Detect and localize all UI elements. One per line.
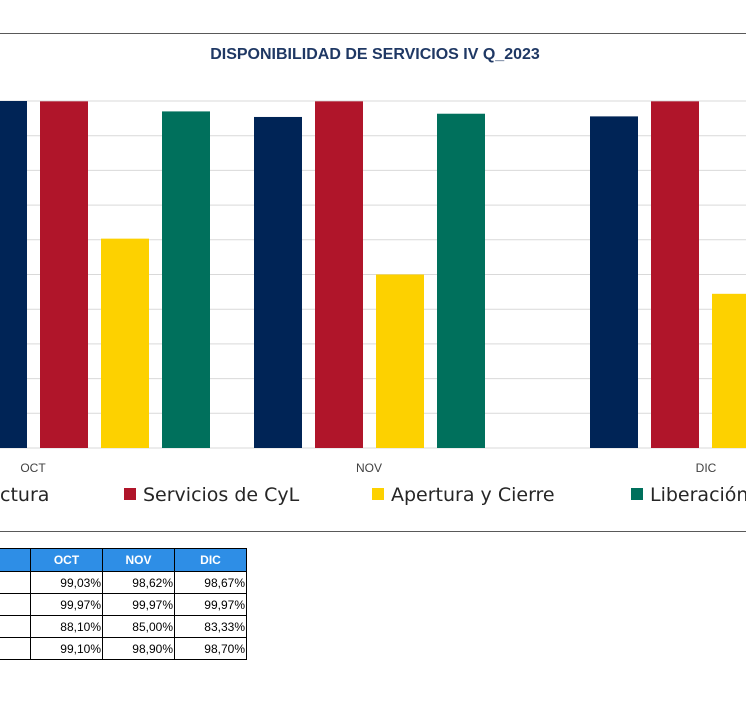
bar [651,101,699,449]
table-header-row: OCT NOV DIC [0,548,247,572]
bar [101,238,149,448]
table-cell: 98,67% [174,571,247,594]
table-cell: 99,97% [30,593,103,616]
bar [590,116,638,448]
legend: ctura Servicios de CyL Apertura y Cierre Li… [0,484,746,506]
table-cell: 88,10% [30,615,103,638]
table-row: 99,97% 99,97% 99,97% [0,593,247,616]
chart-svg: DISPONIBILIDAD DE SERVICIOS IV Q_2023 OC… [0,46,746,506]
bar [40,101,88,449]
table-cell: 98,62% [102,571,175,594]
legend-label: ctura [0,484,49,506]
table-cell: 85,00% [102,615,175,638]
table-header-cell: OCT [30,548,103,572]
bar [162,111,210,448]
bar [315,101,363,449]
table-header-cell: DIC [174,548,247,572]
legend-label: Liberación [650,484,746,506]
table-cell: 83,33% [174,615,247,638]
chart-title: DISPONIBILIDAD DE SERVICIOS IV Q_2023 [210,46,540,63]
table-row-label [0,571,31,594]
table-cell: 98,70% [174,637,247,660]
category-label: NOV [356,461,382,475]
table-cell: 98,90% [102,637,175,660]
bar [437,113,485,449]
category-labels: OCT NOV DIC [20,461,716,475]
chart-frame: DISPONIBILIDAD DE SERVICIOS IV Q_2023 OC… [0,33,746,532]
category-label: DIC [696,461,717,475]
table-row: 88,10% 85,00% 83,33% [0,615,247,638]
table-row: 99,10% 98,90% 98,70% [0,637,247,660]
legend-key [631,488,643,500]
table-row-label [0,615,31,638]
table-row-label [0,593,31,616]
legend-key [372,488,384,500]
bars [0,101,746,449]
bar [376,274,424,448]
table-header-corner [0,548,31,572]
table-cell: 99,10% [30,637,103,660]
data-table: OCT NOV DIC 99,03% 98,62% 98,67% 99,97% … [0,548,247,660]
table-header-cell: NOV [102,548,175,572]
category-label: OCT [20,461,46,475]
table-cell: 99,97% [102,593,175,616]
legend-label: Servicios de CyL [143,484,300,506]
table-cell: 99,03% [30,571,103,594]
table-row-label [0,637,31,660]
bar [0,101,27,448]
bar [254,116,302,448]
table-cell: 99,97% [174,593,247,616]
table-row: 99,03% 98,62% 98,67% [0,571,247,594]
legend-label: Apertura y Cierre [391,484,555,506]
bar [712,293,746,448]
legend-key [124,488,136,500]
